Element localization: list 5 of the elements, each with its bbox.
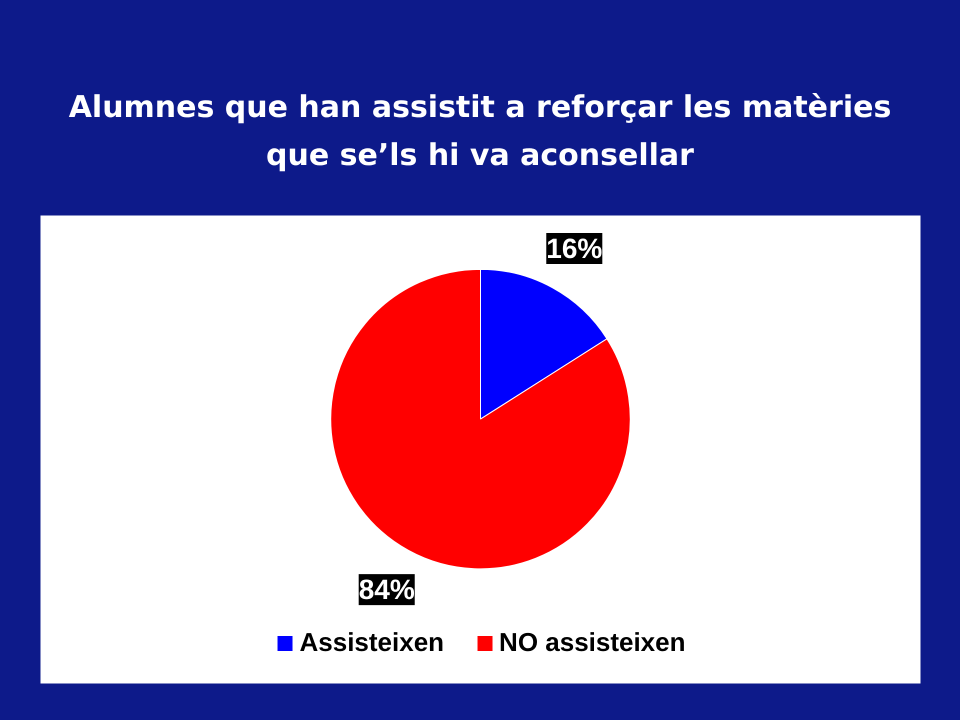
data-label: 16% (546, 232, 602, 264)
chart-title: Alumnes que han assistit a reforçar les matèries que se’ls hi va aconsellar (68, 89, 892, 175)
legend-label: Assisteixen (300, 627, 444, 658)
data-label: 84% (358, 574, 415, 606)
legend-label: NO assisteixen (499, 627, 686, 658)
